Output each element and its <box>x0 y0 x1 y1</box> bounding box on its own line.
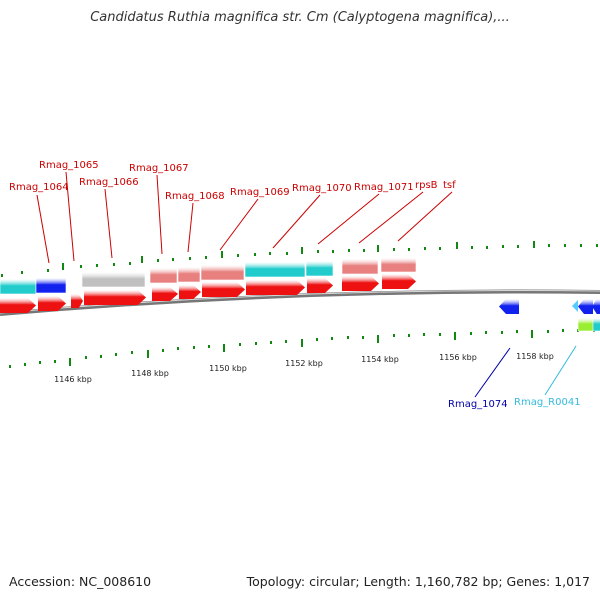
leader-line <box>65 171 75 262</box>
scale-tick-label: 1154 kbp <box>361 355 399 364</box>
leader-line <box>36 194 50 264</box>
scale-tick-label: 1156 kbp <box>439 353 477 362</box>
leader-line <box>397 191 453 242</box>
gene-label: Rmag_R0041 <box>514 397 581 408</box>
forward-cds-arrow <box>179 285 201 299</box>
leader-line <box>544 345 577 396</box>
forward-cds-arrow <box>71 294 83 308</box>
reverse-cds-arrow <box>578 299 593 314</box>
gene-label: Rmag_1070 <box>292 183 352 194</box>
cds-box <box>305 260 334 277</box>
leader-line <box>317 193 380 245</box>
gene-label: Rmag_1065 <box>39 160 99 171</box>
gene-label: rpsB <box>415 180 438 191</box>
gene-label: Rmag_1069 <box>230 187 290 198</box>
summary-text: Topology: circular; Length: 1,160,782 bp… <box>246 574 590 589</box>
scale-tick-label: 1148 kbp <box>131 369 169 378</box>
gene-labels: Rmag_1064 Rmag_1065 Rmag_1066 Rmag_1067 Rmag… <box>9 160 581 410</box>
cds-box <box>200 264 245 281</box>
scale-tick-label: 1150 kbp <box>209 364 247 373</box>
gene-label: Rmag_1067 <box>129 163 189 174</box>
map-title: Candidatus Ruthia magnifica str. Cm (Cal… <box>90 10 510 25</box>
scale-tick-label: 1158 kbp <box>516 352 554 361</box>
reverse-rna-arrow <box>572 300 578 312</box>
forward-cds-arrow <box>342 276 379 291</box>
forward-cds-arrow <box>152 287 178 301</box>
gene-label: Rmag_1064 <box>9 182 69 193</box>
reverse-cds-arrow <box>592 299 600 314</box>
leader-line <box>187 202 194 253</box>
leader-line <box>272 194 321 249</box>
leader-line <box>474 347 511 398</box>
leader-line <box>219 198 259 251</box>
rna-box <box>592 317 600 332</box>
reverse-cds-arrow <box>499 299 519 314</box>
gene-label: Rmag_1068 <box>165 191 225 202</box>
scale-labels: 1146 kbp 1148 kbp 1150 kbp 1152 kbp 1154 kbp… <box>54 352 554 384</box>
scale-tick-label: 1146 kbp <box>54 375 92 384</box>
cds-box <box>244 261 306 278</box>
scale-tick-label: 1152 kbp <box>285 359 323 368</box>
forward-cds-arrow <box>38 296 66 311</box>
gene-label: Rmag_1066 <box>79 177 139 188</box>
cds-box <box>0 278 37 295</box>
forward-cds-arrow <box>307 278 333 293</box>
forward-cds-arrow <box>0 298 36 313</box>
forward-cds-arrow <box>246 280 305 295</box>
cds-box <box>177 266 201 283</box>
forward-cds-arrow <box>382 274 416 289</box>
cds-box <box>35 277 67 294</box>
cds-box <box>149 267 178 284</box>
leader-line <box>104 188 113 259</box>
cds-box <box>380 257 417 273</box>
rna-box <box>577 317 595 332</box>
gene-label: Rmag_1071 <box>354 182 414 193</box>
accession-text: Accession: NC_008610 <box>9 574 152 589</box>
tick-marks <box>1 241 598 368</box>
forward-cds-arrow <box>202 282 245 297</box>
feature-tracks <box>0 257 600 332</box>
backbone-highlight <box>0 289 600 314</box>
backbone <box>0 289 600 316</box>
forward-cds-arrow <box>84 290 146 305</box>
cds-box <box>81 271 146 288</box>
backbone-arc <box>0 289 600 316</box>
label-leaders <box>36 171 577 398</box>
leader-line <box>358 191 424 244</box>
gene-label: tsf <box>443 180 456 191</box>
leader-line <box>156 174 163 255</box>
gene-label: Rmag_1074 <box>448 399 508 410</box>
cds-box <box>341 258 379 275</box>
